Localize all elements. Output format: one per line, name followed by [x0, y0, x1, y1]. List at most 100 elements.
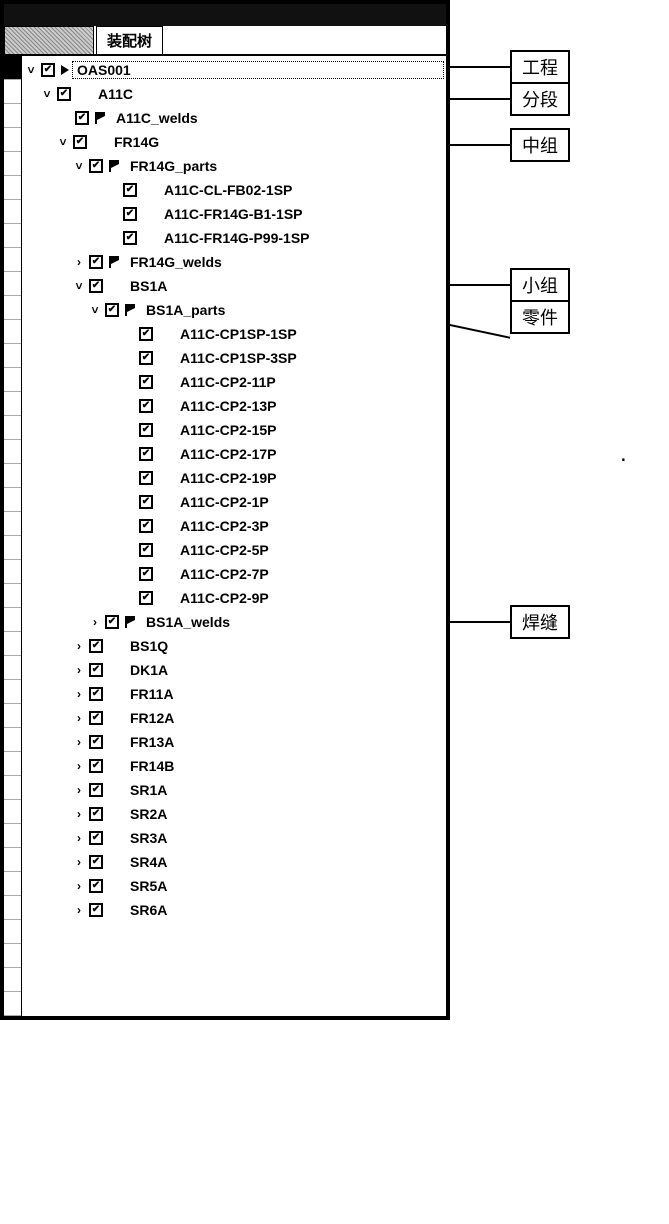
checkbox[interactable]: [139, 447, 153, 461]
tree-row[interactable]: A11C_welds: [24, 106, 444, 130]
tree-row[interactable]: ›FR11A: [24, 682, 444, 706]
expand-toggle[interactable]: ˅: [40, 87, 54, 101]
expand-toggle[interactable]: ˅: [72, 159, 86, 173]
expand-toggle[interactable]: ›: [72, 807, 86, 821]
tree-row[interactable]: ›SR6A: [24, 898, 444, 922]
tab-assembly-tree[interactable]: 装配树: [96, 26, 163, 54]
tree-row[interactable]: › SR1A: [24, 778, 444, 802]
tree-row[interactable]: A11C-CP2-15P: [24, 418, 444, 442]
checkbox[interactable]: [139, 375, 153, 389]
expand-toggle[interactable]: ›: [72, 255, 86, 269]
checkbox[interactable]: [139, 423, 153, 437]
checkbox[interactable]: [123, 183, 137, 197]
expand-toggle[interactable]: ›: [72, 831, 86, 845]
checkbox[interactable]: [57, 87, 71, 101]
tree-row[interactable]: ˅ BS1A: [24, 274, 444, 298]
checkbox[interactable]: [105, 303, 119, 317]
checkbox[interactable]: [89, 831, 103, 845]
checkbox[interactable]: [75, 111, 89, 125]
node-label: A11C-CL-FB02-1SP: [160, 182, 292, 198]
tree-row[interactable]: A11C-CP2-7P: [24, 562, 444, 586]
checkbox[interactable]: [89, 159, 103, 173]
checkbox[interactable]: [105, 615, 119, 629]
tree-row[interactable]: ›FR14B: [24, 754, 444, 778]
tree-row[interactable]: A11C-CP2-5P: [24, 538, 444, 562]
checkbox[interactable]: [89, 759, 103, 773]
expand-toggle[interactable]: ˅: [24, 63, 38, 77]
checkbox[interactable]: [89, 663, 103, 677]
checkbox[interactable]: [89, 855, 103, 869]
checkbox[interactable]: [89, 735, 103, 749]
tree-row-root[interactable]: ˅ OAS001: [24, 58, 444, 82]
tree-row[interactable]: A11C-CP2-9P: [24, 586, 444, 610]
tree-row[interactable]: A11C-FR14G-P99-1SP: [24, 226, 444, 250]
tree-row[interactable]: ˅ BS1A_parts: [24, 298, 444, 322]
checkbox[interactable]: [89, 903, 103, 917]
tree-row[interactable]: A11C-CP2-11P: [24, 370, 444, 394]
checkbox[interactable]: [139, 399, 153, 413]
expand-toggle[interactable]: ›: [72, 759, 86, 773]
checkbox[interactable]: [73, 135, 87, 149]
tree-row[interactable]: A11C-CP2-13P: [24, 394, 444, 418]
expand-toggle[interactable]: ›: [72, 735, 86, 749]
checkbox[interactable]: [89, 255, 103, 269]
expand-toggle[interactable]: ›: [88, 615, 102, 629]
tree-row[interactable]: A11C-CP2-3P: [24, 514, 444, 538]
tree-row[interactable]: › BS1A_welds: [24, 610, 444, 634]
tree-row[interactable]: ˅ FR14G_parts: [24, 154, 444, 178]
checkbox[interactable]: [139, 471, 153, 485]
expand-toggle[interactable]: ›: [72, 903, 86, 917]
expand-toggle[interactable]: ›: [72, 711, 86, 725]
checkbox[interactable]: [139, 567, 153, 581]
tree-row[interactable]: A11C-CP1SP-3SP: [24, 346, 444, 370]
checkbox[interactable]: [139, 351, 153, 365]
expand-toggle[interactable]: ›: [72, 855, 86, 869]
expand-toggle[interactable]: ›: [72, 663, 86, 677]
tree-row[interactable]: ›BS1Q: [24, 634, 444, 658]
gutter-cell: [4, 560, 21, 584]
checkbox[interactable]: [89, 687, 103, 701]
checkbox[interactable]: [139, 495, 153, 509]
checkbox[interactable]: [139, 591, 153, 605]
tree-row[interactable]: ›SR4A: [24, 850, 444, 874]
expand-toggle[interactable]: ˅: [88, 303, 102, 317]
expand-toggle[interactable]: ›: [72, 687, 86, 701]
checkbox[interactable]: [139, 543, 153, 557]
tree-row[interactable]: A11C-CL-FB02-1SP: [24, 178, 444, 202]
tree-grid: ˅ OAS001 ˅ A11C A11C_welds: [4, 56, 446, 1016]
checkbox[interactable]: [89, 711, 103, 725]
tree-row[interactable]: ˅ A11C: [24, 82, 444, 106]
checkbox[interactable]: [41, 63, 55, 77]
tree-row[interactable]: ›SR2A: [24, 802, 444, 826]
gutter-cell: [4, 680, 21, 704]
tree-row[interactable]: A11C-FR14G-B1-1SP: [24, 202, 444, 226]
checkbox[interactable]: [89, 783, 103, 797]
tree-row[interactable]: A11C-CP2-19P: [24, 466, 444, 490]
tree-row[interactable]: ›SR5A: [24, 874, 444, 898]
checkbox[interactable]: [123, 207, 137, 221]
tree-row[interactable]: ›FR13A: [24, 730, 444, 754]
checkbox[interactable]: [89, 279, 103, 293]
flag-icon: [95, 112, 109, 124]
node-label: SR1A: [126, 782, 167, 798]
tree-row[interactable]: ›SR3A: [24, 826, 444, 850]
tab-inactive[interactable]: [4, 26, 94, 54]
checkbox[interactable]: [139, 519, 153, 533]
expand-toggle[interactable]: ›: [72, 783, 86, 797]
checkbox[interactable]: [89, 807, 103, 821]
tree-row[interactable]: A11C-CP2-17P: [24, 442, 444, 466]
tree-row[interactable]: A11C-CP2-1P: [24, 490, 444, 514]
expand-toggle[interactable]: ˅: [56, 135, 70, 149]
checkbox[interactable]: [89, 639, 103, 653]
expand-toggle[interactable]: ˅: [72, 279, 86, 293]
checkbox[interactable]: [123, 231, 137, 245]
checkbox[interactable]: [139, 327, 153, 341]
checkbox[interactable]: [89, 879, 103, 893]
tree-row[interactable]: ›FR12A: [24, 706, 444, 730]
tree-row[interactable]: ›DK1A: [24, 658, 444, 682]
expand-toggle[interactable]: ›: [72, 879, 86, 893]
tree-row[interactable]: › FR14G_welds: [24, 250, 444, 274]
expand-toggle[interactable]: ›: [72, 639, 86, 653]
tree-row[interactable]: A11C-CP1SP-1SP: [24, 322, 444, 346]
tree-row[interactable]: ˅ FR14G: [24, 130, 444, 154]
